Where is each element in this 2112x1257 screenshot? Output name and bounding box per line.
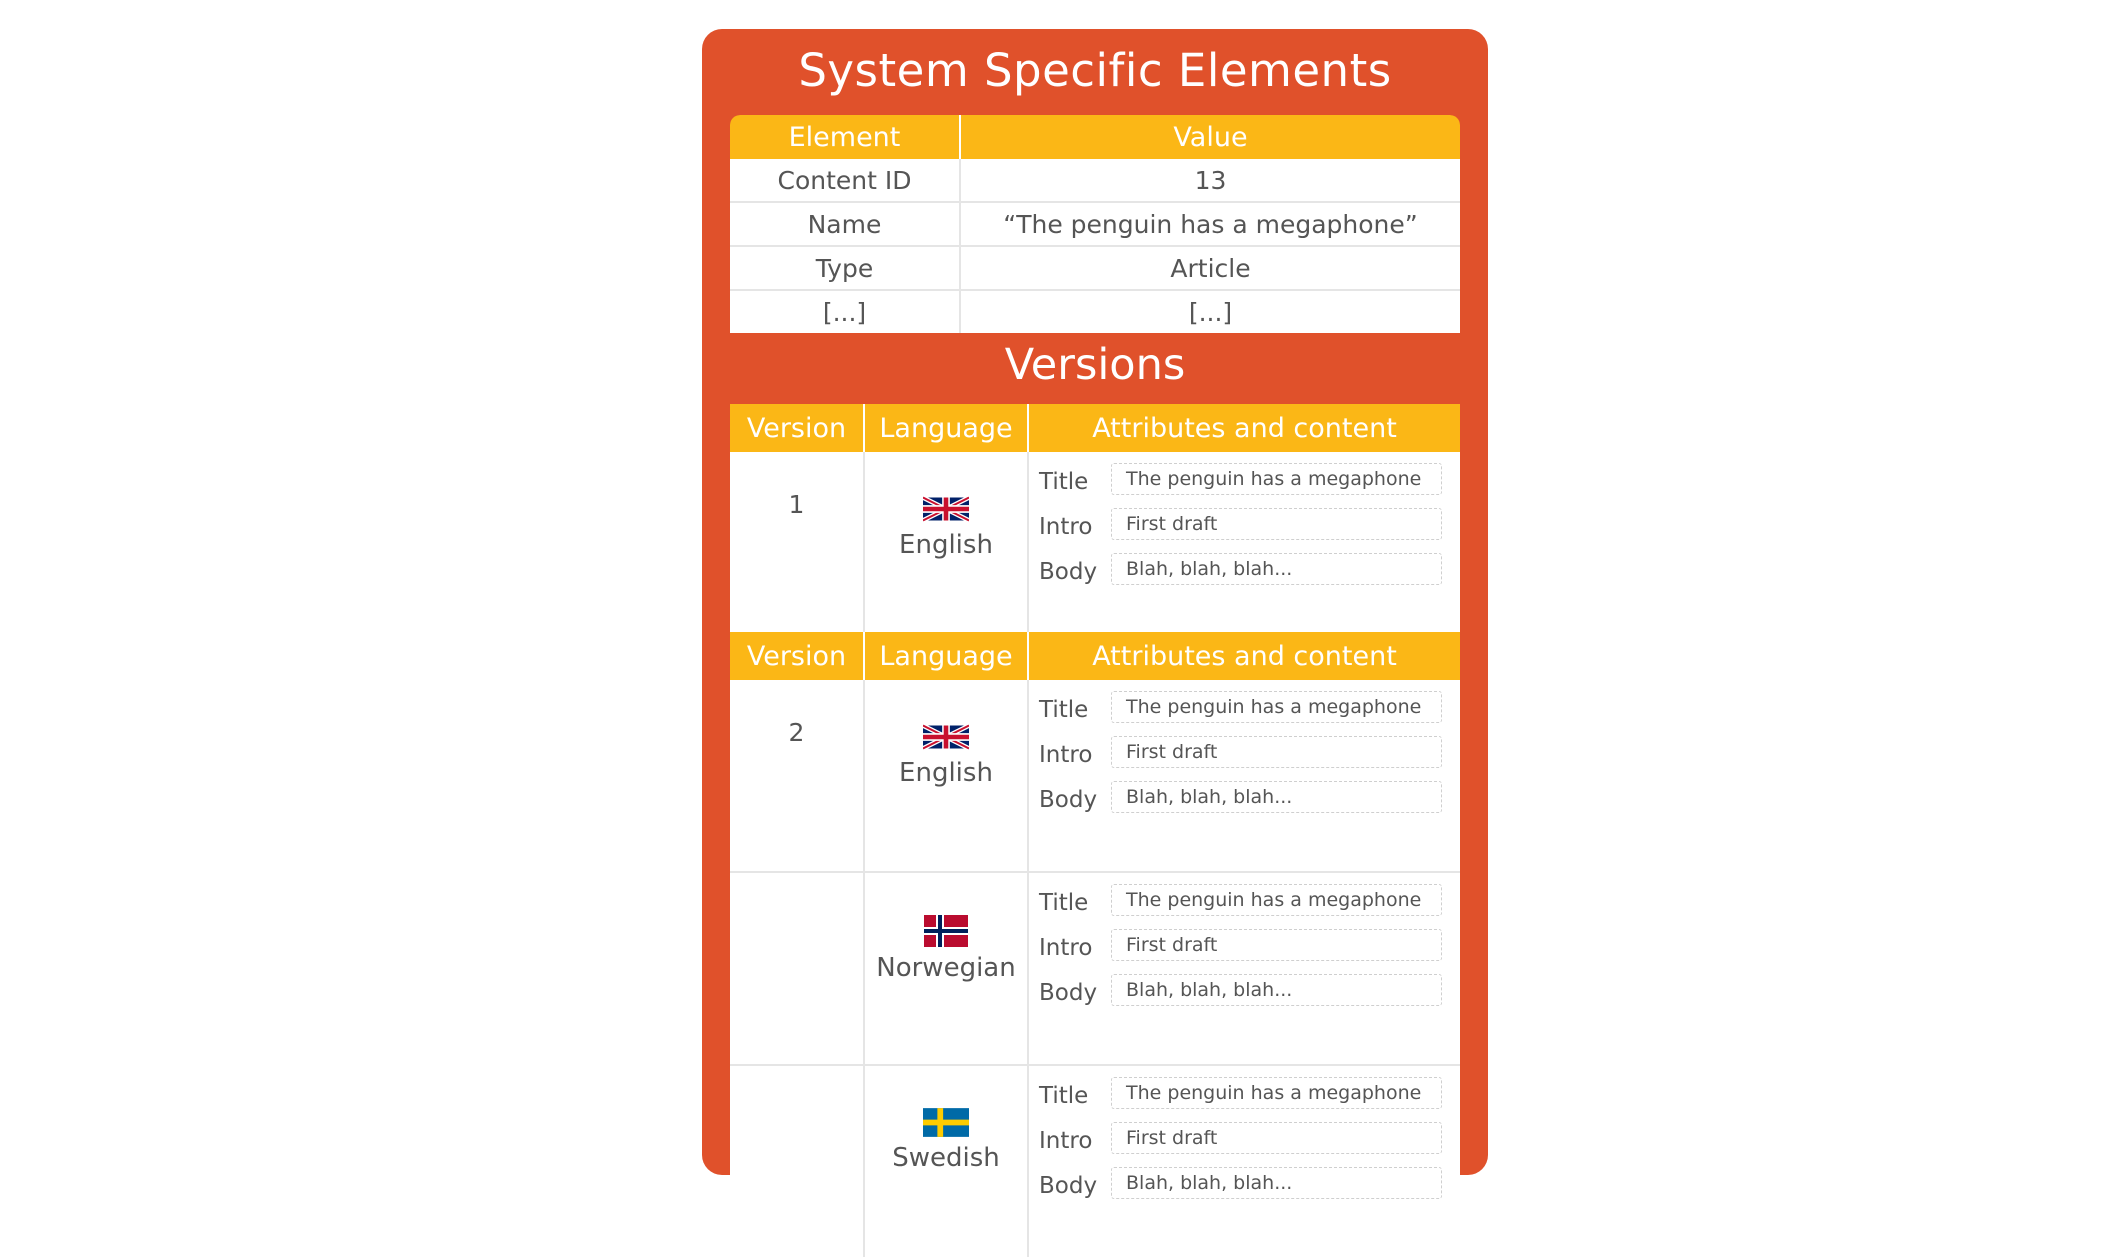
header-attributes: Attributes and content	[1028, 632, 1460, 680]
attribute-label: Intro	[1039, 1128, 1093, 1154]
attribute-line: Intro First draft	[1039, 929, 1442, 963]
version-number: 2	[730, 680, 865, 873]
attribute-label: Body	[1039, 1173, 1098, 1199]
language-cell: English	[864, 452, 1029, 643]
attribute-line: Body Blah, blah, blah...	[1039, 974, 1442, 1008]
title-field: The penguin has a megaphone	[1111, 1077, 1442, 1109]
language-row: 1 English Title The penguin has a megaph…	[730, 452, 1460, 643]
table-row: Type Article	[730, 246, 1460, 291]
attribute-line: Intro First draft	[1039, 508, 1442, 542]
system-elements-table: Element Value Content ID 13 Name “The pe…	[730, 115, 1460, 333]
language-cell: Norwegian	[864, 872, 1029, 1066]
header-attributes: Attributes and content	[1028, 404, 1460, 452]
attribute-line: Body Blah, blah, blah...	[1039, 1167, 1442, 1201]
attribute-line: Intro First draft	[1039, 736, 1442, 770]
attribute-label: Intro	[1039, 514, 1093, 540]
attribute-label: Title	[1039, 890, 1089, 916]
language-row: 2 English Title The penguin has a megaph…	[730, 680, 1460, 873]
title-field: The penguin has a megaphone	[1111, 691, 1442, 723]
attribute-line: Title The penguin has a megaphone	[1039, 1077, 1442, 1111]
title-field: The penguin has a megaphone	[1111, 884, 1442, 916]
value-cell: [...]	[960, 290, 1460, 333]
element-cell: Content ID	[730, 159, 961, 203]
attribute-label: Title	[1039, 469, 1089, 495]
uk-flag-icon	[923, 495, 969, 523]
language-name: English	[899, 530, 993, 560]
language-row: Norwegian Title The penguin has a megaph…	[730, 872, 1460, 1066]
body-field: Blah, blah, blah...	[1111, 974, 1442, 1006]
language-cell: Swedish	[864, 1065, 1029, 1257]
value-cell: 13	[960, 159, 1460, 203]
attribute-line: Body Blah, blah, blah...	[1039, 781, 1442, 815]
element-cell: Type	[730, 246, 961, 291]
intro-field: First draft	[1111, 508, 1442, 540]
version-number-empty	[730, 1065, 865, 1257]
language-name: English	[899, 758, 993, 788]
header-element: Element	[730, 115, 961, 159]
header-version: Version	[730, 632, 865, 680]
attributes-cell: Title The penguin has a megaphone Intro …	[1028, 680, 1460, 873]
attribute-line: Title The penguin has a megaphone	[1039, 884, 1442, 918]
attribute-label: Intro	[1039, 742, 1093, 768]
attribute-label: Title	[1039, 1083, 1089, 1109]
element-cell: [...]	[730, 290, 961, 333]
attribute-label: Title	[1039, 697, 1089, 723]
attribute-line: Title The penguin has a megaphone	[1039, 691, 1442, 725]
header-language: Language	[864, 632, 1029, 680]
table-row: Content ID 13	[730, 159, 1460, 203]
uk-flag-icon	[923, 723, 969, 751]
header-value: Value	[960, 115, 1460, 159]
title-field: The penguin has a megaphone	[1111, 463, 1442, 495]
sweden-flag-icon	[923, 1108, 969, 1137]
element-cell: Name	[730, 202, 961, 247]
attribute-line: Title The penguin has a megaphone	[1039, 463, 1442, 497]
body-field: Blah, blah, blah...	[1111, 781, 1442, 813]
language-name: Norwegian	[876, 953, 1016, 983]
intro-field: First draft	[1111, 929, 1442, 961]
language-row: Swedish Title The penguin has a megaphon…	[730, 1065, 1460, 1257]
body-field: Blah, blah, blah...	[1111, 553, 1442, 585]
table-row: Name “The penguin has a megaphone”	[730, 202, 1460, 247]
version-number-empty	[730, 872, 865, 1066]
value-cell: Article	[960, 246, 1460, 291]
header-version: Version	[730, 404, 865, 452]
attribute-line: Body Blah, blah, blah...	[1039, 553, 1442, 587]
value-cell: “The penguin has a megaphone”	[960, 202, 1460, 247]
attributes-cell: Title The penguin has a megaphone Intro …	[1028, 1065, 1460, 1257]
attribute-label: Body	[1039, 787, 1098, 813]
table-row: [...] [...]	[730, 290, 1460, 333]
version-number: 1	[730, 452, 865, 643]
intro-field: First draft	[1111, 736, 1442, 768]
language-cell: English	[864, 680, 1029, 873]
intro-field: First draft	[1111, 1122, 1442, 1154]
attribute-label: Body	[1039, 980, 1098, 1006]
version-table: Version Language Attributes and content …	[730, 404, 1460, 643]
body-field: Blah, blah, blah...	[1111, 1167, 1442, 1199]
attribute-line: Intro First draft	[1039, 1122, 1442, 1156]
page-title: System Specific Elements	[798, 44, 1392, 97]
attributes-cell: Title The penguin has a megaphone Intro …	[1028, 872, 1460, 1066]
version-table: Version Language Attributes and content …	[730, 632, 1460, 1257]
language-name: Swedish	[892, 1143, 1000, 1173]
attributes-cell: Title The penguin has a megaphone Intro …	[1028, 452, 1460, 643]
header-language: Language	[864, 404, 1029, 452]
content-model-card: System Specific Elements Element Value C…	[702, 29, 1488, 1257]
attribute-label: Body	[1039, 559, 1098, 585]
norway-flag-icon	[924, 915, 968, 947]
versions-title: Versions	[1004, 340, 1186, 390]
attribute-label: Intro	[1039, 935, 1093, 961]
